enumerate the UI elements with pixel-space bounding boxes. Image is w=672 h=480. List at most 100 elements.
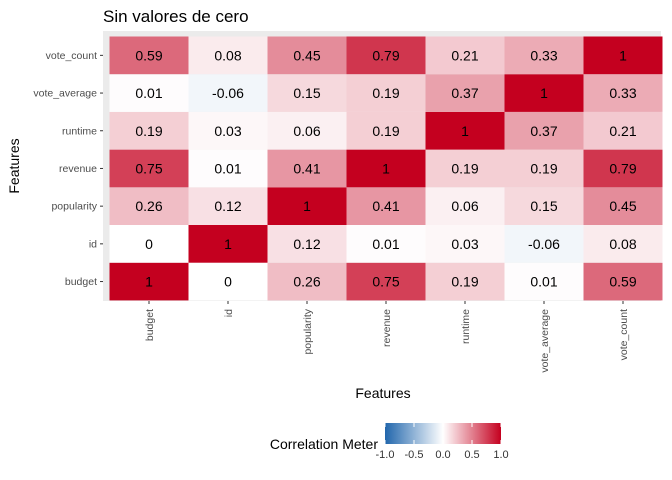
heatmap-cell-revenue-vote_average <box>504 149 584 188</box>
cell-value-id-vote_count: 0.08 <box>609 236 636 252</box>
cell-value-vote_count-revenue: 0.79 <box>372 47 399 63</box>
heatmap-cell-runtime-runtime <box>425 111 505 150</box>
cell-value-vote_count-runtime: 0.21 <box>451 47 478 63</box>
cell-value-runtime-revenue: 0.19 <box>372 123 399 139</box>
heatmap-cell-runtime-popularity <box>267 111 347 150</box>
heatmap-cell-popularity-vote_average <box>504 187 584 225</box>
cell-value-runtime-id: 0.03 <box>214 123 241 139</box>
cell-value-vote_average-revenue: 0.19 <box>372 85 399 101</box>
heatmap-cell-budget-vote_count <box>583 262 663 301</box>
heatmap-cell-vote_count-id <box>188 36 268 75</box>
legend-color-bar <box>385 423 501 444</box>
heatmap-cell-runtime-id <box>188 111 268 150</box>
heatmap-cell-vote_average-revenue <box>346 74 426 112</box>
cell-value-budget-id: 0 <box>224 274 232 290</box>
heatmap-cell-vote_count-popularity <box>267 36 347 75</box>
heatmap-cell-vote_count-runtime <box>425 36 505 75</box>
x-tick-label-budget: budget <box>144 309 156 341</box>
heatmap-cell-id-revenue <box>346 225 426 263</box>
cell-value-revenue-runtime: 0.19 <box>451 160 478 176</box>
cell-value-vote_average-vote_average: 1 <box>540 85 548 101</box>
chart-title: Sin valores de cero <box>103 7 249 26</box>
legend-tick-label-3: 0.5 <box>464 449 479 461</box>
heatmap-cell-popularity-vote_count <box>583 187 663 225</box>
cell-value-budget-budget: 1 <box>145 274 153 290</box>
heatmap-cell-revenue-vote_count <box>583 149 663 188</box>
y-tick-label-vote_count: vote_count <box>46 50 97 62</box>
y-tick-label-budget: budget <box>65 276 97 288</box>
x-tick-label-revenue: revenue <box>381 309 393 347</box>
cell-value-runtime-vote_count: 0.21 <box>609 123 636 139</box>
y-tick-label-id: id <box>89 238 97 250</box>
heatmap-cell-revenue-runtime <box>425 149 505 188</box>
cell-value-popularity-budget: 0.26 <box>135 198 162 214</box>
legend-tick-label-2: 0.0 <box>435 449 450 461</box>
heatmap-cell-vote_average-vote_count <box>583 74 663 112</box>
cell-value-popularity-vote_count: 0.45 <box>609 198 636 214</box>
heatmap-cell-id-runtime <box>425 225 505 263</box>
y-tick-label-popularity: popularity <box>51 201 97 213</box>
cell-value-id-runtime: 0.03 <box>451 236 478 252</box>
x-tick-label-vote_count: vote_count <box>618 309 630 360</box>
heatmap-cell-vote_average-popularity <box>267 74 347 112</box>
heatmap-cell-vote_count-revenue <box>346 36 426 75</box>
cell-value-revenue-vote_average: 0.19 <box>530 160 557 176</box>
cell-value-runtime-runtime: 1 <box>461 123 469 139</box>
heatmap-cell-vote_count-vote_count <box>583 36 663 75</box>
cell-value-budget-vote_count: 0.59 <box>609 274 636 290</box>
heatmap-cell-id-vote_count <box>583 225 663 263</box>
heatmap-cell-popularity-id <box>188 187 268 225</box>
heatmap-cell-labels: 1 0 0.26 0.75 0.19 0.01 0.59 0 1 0.12 0.01 0.03 -0.0… <box>135 47 636 289</box>
cell-value-revenue-id: 0.01 <box>214 160 241 176</box>
cell-value-popularity-vote_average: 0.15 <box>530 198 557 214</box>
heatmap-cells <box>109 36 663 301</box>
cell-value-budget-vote_average: 0.01 <box>530 274 557 290</box>
heatmap-cell-budget-budget <box>109 262 189 301</box>
heatmap-cell-popularity-popularity <box>267 187 347 225</box>
heatmap-cell-budget-id <box>188 262 268 301</box>
cell-value-popularity-id: 0.12 <box>214 198 241 214</box>
legend-tick-label-4: 1.0 <box>493 449 508 461</box>
heatmap-cell-runtime-budget <box>109 111 189 150</box>
cell-value-revenue-budget: 0.75 <box>135 160 162 176</box>
y-axis-title: Features <box>6 138 22 193</box>
heatmap-cell-vote_average-runtime <box>425 74 505 112</box>
cell-value-id-popularity: 0.12 <box>293 236 320 252</box>
heatmap-cell-vote_count-vote_average <box>504 36 584 75</box>
heatmap-cell-budget-revenue <box>346 262 426 301</box>
heatmap-cell-popularity-runtime <box>425 187 505 225</box>
heatmap-cell-vote_count-budget <box>109 36 189 75</box>
legend-tick-label-0: -1.0 <box>376 449 395 461</box>
cell-value-runtime-budget: 0.19 <box>135 123 162 139</box>
cell-value-id-budget: 0 <box>145 236 153 252</box>
heatmap-cell-id-vote_average <box>504 225 584 263</box>
heatmap-cell-revenue-revenue <box>346 149 426 188</box>
heatmap-cell-runtime-vote_count <box>583 111 663 150</box>
heatmap-cell-budget-runtime <box>425 262 505 301</box>
cell-value-runtime-popularity: 0.06 <box>293 123 320 139</box>
heatmap-cell-id-popularity <box>267 225 347 263</box>
cell-value-vote_average-popularity: 0.15 <box>293 85 320 101</box>
cell-value-vote_count-budget: 0.59 <box>135 47 162 63</box>
heatmap-cell-popularity-revenue <box>346 187 426 225</box>
y-tick-label-runtime: runtime <box>62 125 97 137</box>
legend-tick-label-1: -0.5 <box>405 449 424 461</box>
cell-value-vote_average-id: -0.06 <box>212 85 244 101</box>
cell-value-id-id: 1 <box>224 236 232 252</box>
heatmap-cell-revenue-budget <box>109 149 189 188</box>
heatmap-cell-popularity-budget <box>109 187 189 225</box>
cell-value-id-vote_average: -0.06 <box>528 236 560 252</box>
heatmap-cell-runtime-revenue <box>346 111 426 150</box>
heatmap-cell-revenue-id <box>188 149 268 188</box>
x-tick-label-runtime: runtime <box>460 309 472 344</box>
cell-value-revenue-revenue: 1 <box>382 160 390 176</box>
cell-value-revenue-vote_count: 0.79 <box>609 160 636 176</box>
x-tick-label-popularity: popularity <box>302 308 314 354</box>
cell-value-id-revenue: 0.01 <box>372 236 399 252</box>
heatmap-cell-budget-popularity <box>267 262 347 301</box>
heatmap-cell-vote_average-id <box>188 74 268 112</box>
x-tick-label-vote_average: vote_average <box>539 309 551 373</box>
x-tick-label-id: id <box>223 309 235 317</box>
cell-value-vote_count-popularity: 0.45 <box>293 47 320 63</box>
